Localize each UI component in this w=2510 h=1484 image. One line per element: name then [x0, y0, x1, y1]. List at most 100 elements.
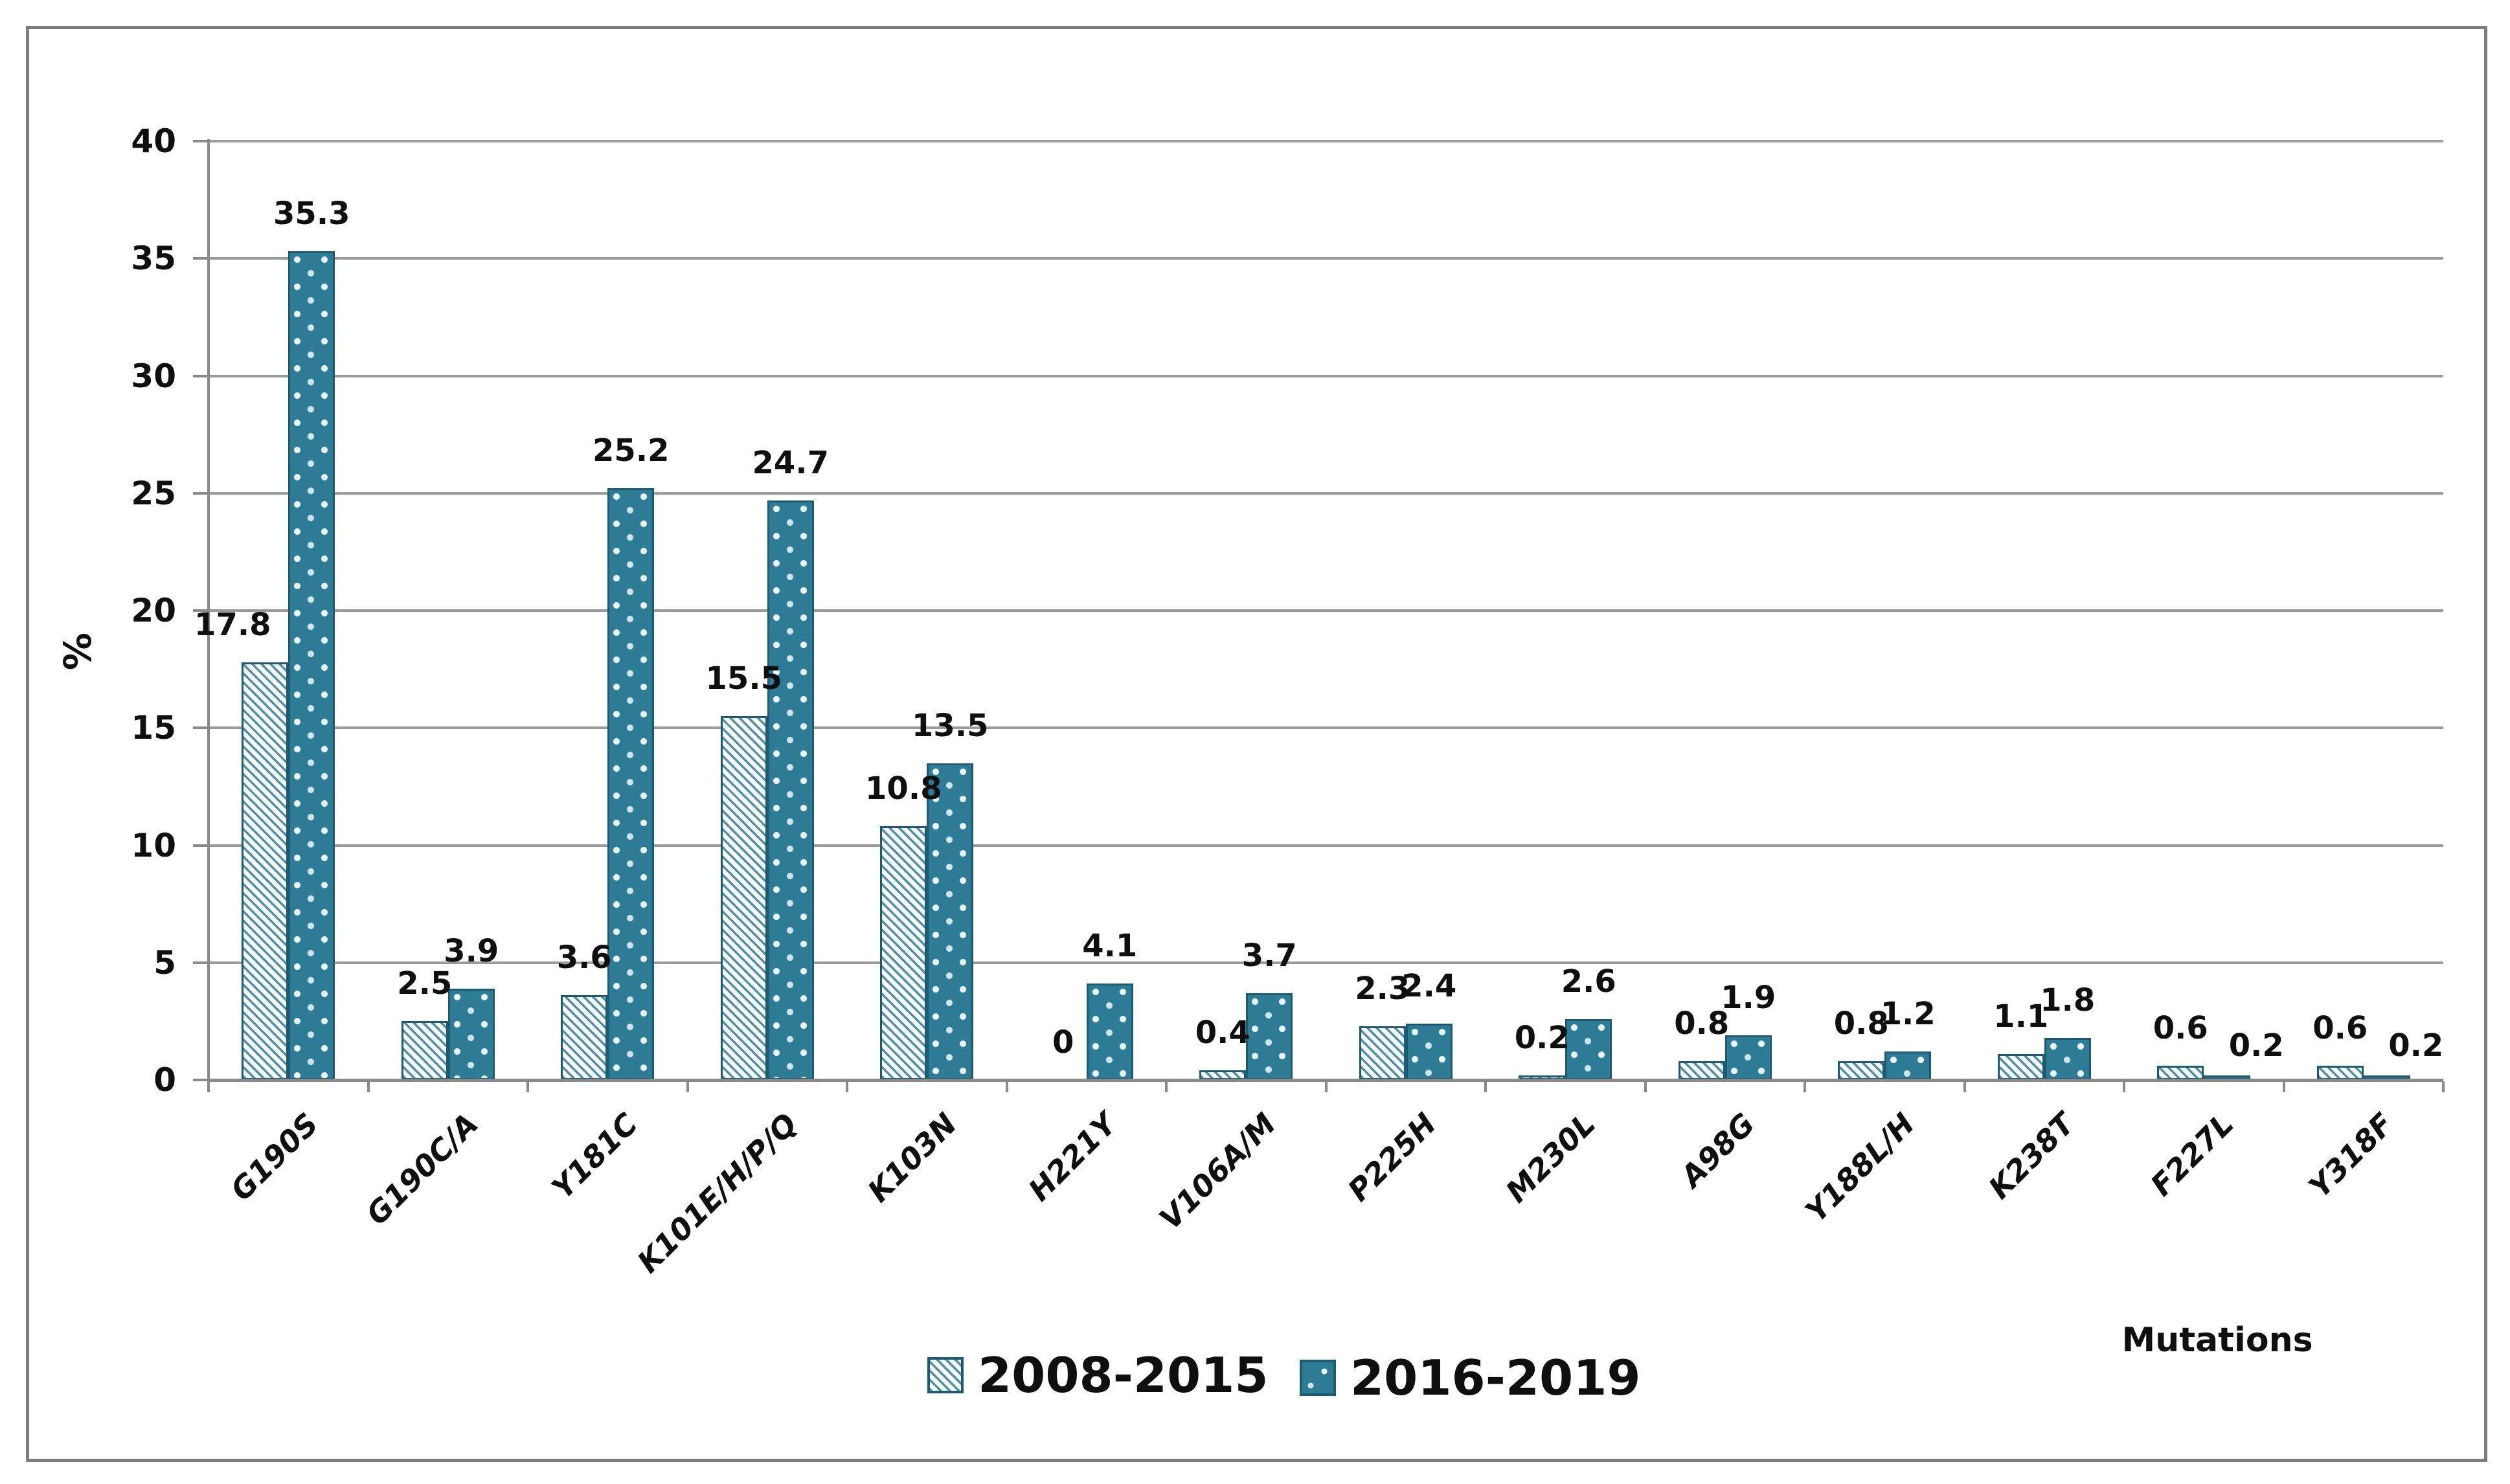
x-axis-tick [207, 1081, 210, 1092]
category-label-G190C/A: G190C/A [359, 1106, 485, 1232]
x-axis-tick [1324, 1081, 1328, 1092]
bar-value-label: 35.3 [273, 196, 350, 232]
gridline [209, 961, 2443, 964]
bar-value-label: 0 [1052, 1024, 1074, 1061]
y-axis-tick [193, 726, 209, 730]
y-axis-title: % [56, 632, 100, 671]
y-tick-label: 40 [131, 122, 176, 160]
bar-value-label: 13.5 [912, 708, 989, 744]
bar-2008-2015-K238T [1997, 1054, 2044, 1080]
y-axis-tick [193, 374, 209, 377]
category-label-M230L: M230L [1498, 1106, 1603, 1209]
bar-2008-2015-K101E/H/P/Q [720, 716, 767, 1080]
x-axis-tick [1963, 1081, 1966, 1092]
bar-value-label: 1.2 [1880, 996, 1936, 1032]
category-label-V106A/M: V106A/M [1153, 1106, 1283, 1237]
y-tick-label: 5 [153, 943, 176, 982]
bar-value-label: 10.8 [865, 770, 942, 807]
bar-2008-2015-A98G [1678, 1061, 1725, 1080]
gridline [209, 609, 2443, 612]
gridline [209, 140, 2443, 142]
x-axis-tick [1005, 1081, 1008, 1092]
bar-value-label: 17.8 [194, 607, 271, 643]
x-axis-tick [1644, 1081, 1647, 1092]
bar-2016-2019-G190S [288, 251, 335, 1080]
legend-swatch-hatch-icon [927, 1357, 964, 1393]
bar-2016-2019-K101E/H/P/Q [767, 500, 814, 1080]
x-axis-tick [686, 1081, 689, 1092]
category-label-Y188L/H: Y188L/H [1798, 1106, 1922, 1230]
bar-2008-2015-Y318F [2316, 1066, 2364, 1080]
legend-item-2016-2019: 2016-2019 [1300, 1352, 1641, 1404]
y-tick-label: 25 [131, 474, 176, 512]
bar-value-label: 0.4 [1195, 1015, 1250, 1051]
gridline [209, 374, 2443, 377]
category-label-P225H: P225H [1340, 1106, 1443, 1208]
bar-value-label: 25.2 [593, 433, 670, 469]
x-axis-tick [1165, 1081, 1168, 1092]
bar-2016-2019-Y181C [607, 488, 655, 1080]
y-axis-tick [193, 1079, 209, 1081]
bar-2016-2019-K238T [2044, 1038, 2091, 1080]
category-label-Y318F: Y318F [2301, 1106, 2401, 1205]
gridline [209, 726, 2443, 730]
bar-value-label: 1.1 [1993, 998, 2049, 1035]
bar-2008-2015-K103N [880, 826, 927, 1080]
y-tick-label: 15 [131, 709, 176, 747]
y-tick-label: 0 [153, 1061, 176, 1099]
category-label-F227L: F227L [2143, 1106, 2241, 1203]
x-axis-tick [846, 1081, 848, 1092]
x-axis-title: Mutations [2121, 1321, 2313, 1360]
bar-2016-2019-M230L [1565, 1019, 1612, 1080]
figure-border [26, 26, 2487, 1462]
bar-value-label: 2.6 [1561, 963, 1616, 1000]
category-label-A98G: A98G [1674, 1106, 1762, 1194]
bar-value-label: 0.2 [1514, 1020, 1570, 1056]
y-tick-label: 30 [131, 357, 176, 395]
category-label-G190S: G190S [223, 1106, 326, 1208]
x-axis-tick [1484, 1081, 1487, 1092]
bar-value-label: 2.3 [1355, 971, 1410, 1007]
category-label-Y181C: Y181C [545, 1106, 645, 1206]
bar-2008-2015-Y188L/H [1838, 1061, 1885, 1080]
y-axis-tick [193, 844, 209, 847]
gridline [209, 491, 2443, 495]
gridline [209, 257, 2443, 260]
y-axis-tick [193, 491, 209, 495]
category-label-H221Y: H221Y [1021, 1106, 1124, 1208]
y-axis-tick [193, 257, 209, 260]
bar-value-label: 1.9 [1721, 980, 1776, 1016]
bar-value-label: 0.8 [1833, 1006, 1889, 1042]
x-axis-tick [2442, 1081, 2445, 1092]
y-axis-tick [193, 609, 209, 612]
bar-2016-2019-A98G [1724, 1035, 1772, 1080]
bar-value-label: 15.5 [705, 660, 782, 697]
bar-value-label: 0.8 [1674, 1006, 1730, 1042]
bar-value-label: 24.7 [752, 445, 829, 481]
bar-2016-2019-G190C/A [447, 989, 495, 1080]
x-axis-tick [2123, 1081, 2125, 1092]
gridline [209, 844, 2443, 847]
bar-value-label: 0.2 [2388, 1028, 2444, 1064]
y-axis-tick [193, 140, 209, 142]
y-axis-line [207, 139, 210, 1081]
y-tick-label: 10 [131, 826, 176, 864]
bar-2008-2015-F227L [2157, 1066, 2204, 1080]
bar-value-label: 0.2 [2228, 1028, 2284, 1064]
category-label-K103N: K103N [861, 1106, 964, 1209]
x-axis-tick [1803, 1081, 1806, 1092]
bar-value-label: 4.1 [1082, 928, 1138, 964]
bar-2016-2019-H221Y [1086, 984, 1133, 1080]
y-tick-label: 20 [131, 592, 176, 629]
category-label-K238T: K238T [1982, 1106, 2081, 1206]
bar-2016-2019-Y188L/H [1884, 1051, 1932, 1080]
legend-label-2016-2019: 2016-2019 [1350, 1349, 1641, 1406]
y-axis-tick [193, 961, 209, 964]
bar-2016-2019-V106A/M [1246, 993, 1293, 1080]
category-label-K101E/H/P/Q: K101E/H/P/Q [630, 1106, 804, 1280]
bar-2008-2015-G190S [242, 662, 289, 1080]
legend-swatch-dots-icon [1300, 1360, 1336, 1396]
bar-value-label: 2.4 [1401, 968, 1457, 1004]
